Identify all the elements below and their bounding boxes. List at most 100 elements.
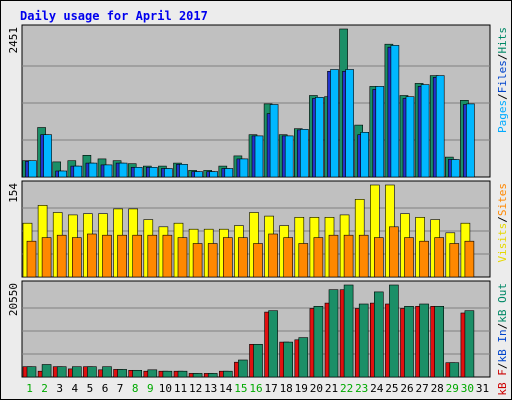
x-tick-label: 12 <box>189 382 202 395</box>
bar-sites-day-21 <box>328 234 339 278</box>
bar-pages-day-27 <box>420 84 430 178</box>
y-max-label: 2451 <box>7 27 20 54</box>
x-tick-label: 8 <box>132 382 139 395</box>
bar-sites-day-7 <box>117 234 127 278</box>
bar-pages-day-24 <box>375 86 385 178</box>
x-tick-label: 19 <box>295 382 308 395</box>
legend-separator: / <box>496 323 509 330</box>
x-tick-label: 21 <box>325 382 338 395</box>
bar-kb-out-day-17 <box>268 310 278 378</box>
bar-sites-day-24 <box>373 237 384 278</box>
bar-kb-out-day-11 <box>177 370 188 378</box>
bar-kb-out-day-20 <box>313 305 324 378</box>
legend-separator: / <box>496 93 509 100</box>
bar-pages-day-7 <box>118 162 128 178</box>
x-tick-label: 29 <box>446 382 459 395</box>
legend-middle: Visits/Sites <box>496 183 509 263</box>
bar-sites-day-13 <box>207 243 218 278</box>
series-kb-out <box>26 284 475 378</box>
bar-sites-day-30 <box>464 240 475 278</box>
bar-pages-day-1 <box>28 160 37 178</box>
bar-pages-day-16 <box>254 135 264 178</box>
legend-entry: Sites <box>496 183 509 216</box>
bar-kb-out-day-19 <box>298 337 309 378</box>
bar-sites-day-5 <box>87 233 97 278</box>
x-tick-label: 18 <box>280 382 293 395</box>
bar-sites-day-14 <box>223 237 233 278</box>
legend-separator: / <box>496 54 509 61</box>
x-tick-label: 22 <box>340 382 353 395</box>
bar-pages-day-20 <box>315 97 324 178</box>
bar-sites-day-4 <box>72 237 82 278</box>
bar-pages-day-14 <box>224 168 234 178</box>
bar-kb-out-day-15 <box>238 359 248 378</box>
bar-kb-out-day-26 <box>404 305 414 378</box>
x-tick-label: 28 <box>431 382 444 395</box>
y-max-label: 20550 <box>7 283 20 316</box>
legend-entry: kB In <box>496 329 509 362</box>
bar-sites-day-9 <box>147 234 158 278</box>
legend-top: Pages/Files/Hits <box>496 27 509 133</box>
legend-separator: / <box>496 216 509 223</box>
bar-kb-out-day-23 <box>358 303 369 378</box>
x-tick-label: 26 <box>400 382 413 395</box>
bar-kb-out-day-1 <box>26 366 37 378</box>
bar-pages-day-23 <box>360 132 370 178</box>
bar-kb-out-day-10 <box>162 370 173 378</box>
legend-entry: kB F <box>496 369 509 396</box>
legend-entry: Pages <box>496 100 509 133</box>
bar-pages-day-6 <box>103 164 113 178</box>
x-tick-label: 15 <box>234 382 247 395</box>
bar-kb-out-day-5 <box>87 366 97 378</box>
bar-pages-day-19 <box>299 129 309 178</box>
bar-kb-out-day-13 <box>207 373 218 378</box>
bar-pages-day-17 <box>269 104 279 178</box>
bar-pages-day-30 <box>466 103 475 178</box>
bar-pages-day-13 <box>209 171 218 178</box>
panel-middle: 154 Visits/Sites <box>7 180 509 278</box>
bar-kb-out-day-22 <box>343 284 354 378</box>
bar-kb-out-day-2 <box>41 364 52 378</box>
bar-sites-day-20 <box>313 237 324 278</box>
bar-sites-day-19 <box>298 243 309 278</box>
bar-kb-out-day-7 <box>117 369 127 378</box>
x-tick-label: 7 <box>117 382 124 395</box>
bar-kb-out-day-28 <box>434 305 445 378</box>
x-tick-label: 20 <box>310 382 323 395</box>
legend-bottom: kB F/kB In/kB Out <box>496 283 509 396</box>
x-tick-label: 17 <box>264 382 277 395</box>
bar-kb-out-day-12 <box>192 373 203 378</box>
legend-entry: Files <box>496 60 509 93</box>
x-tick-label: 14 <box>219 382 233 395</box>
bar-kb-out-day-8 <box>132 369 142 378</box>
bar-pages-day-2 <box>43 134 52 178</box>
bar-pages-day-11 <box>179 164 188 178</box>
legend-entry: Hits <box>496 27 509 54</box>
bar-pages-day-28 <box>435 75 445 178</box>
bar-pages-day-12 <box>194 171 203 178</box>
bar-sites-day-23 <box>358 234 369 278</box>
panel-bottom: 20550 kB F/kB In/kB Out <box>7 280 509 396</box>
bar-sites-day-27 <box>419 240 429 278</box>
x-tick-label: 16 <box>249 382 262 395</box>
bar-pages-day-26 <box>405 96 415 178</box>
bar-pages-day-10 <box>164 168 173 178</box>
bar-pages-day-15 <box>239 158 249 178</box>
bar-pages-day-25 <box>390 45 400 178</box>
legend-separator: / <box>496 363 509 370</box>
bar-kb-out-day-4 <box>72 366 82 378</box>
legend-entry: Visits <box>496 223 509 263</box>
x-tick-label: 23 <box>355 382 368 395</box>
bar-sites-day-11 <box>177 237 188 278</box>
x-tick-label: 27 <box>415 382 428 395</box>
bar-kb-out-day-6 <box>102 366 112 378</box>
bar-sites-day-1 <box>26 240 37 278</box>
bar-kb-out-day-9 <box>147 369 158 378</box>
y-max-label: 154 <box>7 183 20 203</box>
bar-sites-day-15 <box>238 237 248 278</box>
bar-pages-day-21 <box>330 69 339 178</box>
x-tick-label: 30 <box>461 382 474 395</box>
bar-kb-out-day-24 <box>373 291 384 378</box>
